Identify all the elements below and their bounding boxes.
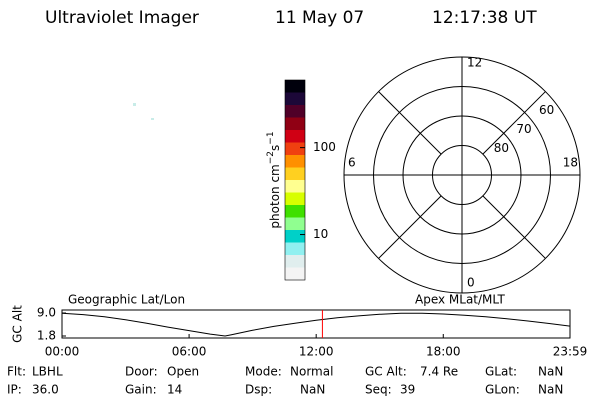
mlt-label: 12 [467, 56, 482, 70]
latitude-label: 60 [539, 103, 554, 117]
status-value: NaN [300, 383, 325, 397]
y-tick-label: 1.8 [37, 329, 56, 343]
x-tick-label: 23:59 [553, 345, 588, 359]
status-label: GLon: [485, 383, 520, 397]
colorbar-frame [284, 79, 306, 281]
date: 11 May 07 [275, 8, 364, 28]
color-band [285, 105, 305, 118]
image-speck [133, 103, 136, 106]
time: 12:17:38 UT [432, 8, 537, 28]
status-value: LBHL [32, 365, 63, 379]
mlt-label: 18 [563, 156, 578, 170]
color-band [285, 205, 305, 218]
diagonal-line [378, 195, 442, 259]
title: Ultraviolet Imager [45, 8, 199, 28]
label-part: −1 [266, 131, 276, 144]
label-part: photon cm [268, 164, 282, 228]
status-value: 36.0 [32, 383, 59, 397]
color-band [285, 180, 305, 193]
color-band [285, 92, 305, 106]
label-part: −2 [266, 151, 276, 164]
status-value: Open [167, 365, 199, 379]
mlt-label: 0 [467, 276, 475, 290]
x-tick-label: 12:00 [299, 345, 334, 359]
y-tick-label: 9.0 [37, 306, 56, 320]
color-band [285, 217, 305, 231]
latitude-label: 70 [516, 122, 531, 136]
color-band [285, 117, 305, 131]
color-band [285, 155, 305, 168]
color-band [285, 80, 305, 93]
label-part: s [268, 145, 282, 151]
status-label: Door: [125, 365, 158, 379]
diagonal-line [378, 91, 442, 155]
color-band [285, 242, 305, 256]
annotation: Apex MLat/MLT [415, 293, 505, 307]
altitude-line [61, 312, 571, 337]
status-value: 7.4 Re [420, 365, 458, 379]
x-tick-label: 00:00 [45, 345, 80, 359]
color-band [285, 267, 305, 281]
status-label: GC Alt: [365, 365, 407, 379]
y-axis-label: photon cm−2s−1 [266, 131, 282, 228]
status-label: Mode: [245, 365, 282, 379]
status-label: Seq: [365, 383, 392, 397]
diagonal-line [482, 91, 546, 155]
x-tick-label: 06:00 [172, 345, 207, 359]
status-label: IP: [7, 383, 22, 397]
y-tick-label: 100 [313, 140, 336, 154]
mlt-label: 6 [348, 156, 356, 170]
status-label: Dsp: [245, 383, 272, 397]
color-band [285, 142, 305, 156]
diagonal-line [482, 195, 546, 259]
status-value: NaN [538, 365, 563, 379]
annotation: Geographic Lat/Lon [68, 293, 185, 307]
color-band [285, 255, 305, 268]
color-band [285, 192, 305, 206]
status-value: NaN [538, 383, 563, 397]
status-value: 14 [167, 383, 182, 397]
color-band [285, 130, 305, 143]
image-speck [151, 118, 154, 120]
status-label: Gain: [125, 383, 157, 397]
color-band [285, 230, 305, 243]
status-value: Normal [290, 365, 333, 379]
status-label: Flt: [7, 365, 26, 379]
y-tick-label: 10 [313, 227, 328, 241]
x-tick-label: 18:00 [426, 345, 461, 359]
y-axis-label: GC Alt [11, 305, 25, 343]
status-label: GLat: [485, 365, 517, 379]
color-band [285, 167, 305, 181]
status-value: 39 [400, 383, 415, 397]
latitude-label: 80 [494, 141, 509, 155]
